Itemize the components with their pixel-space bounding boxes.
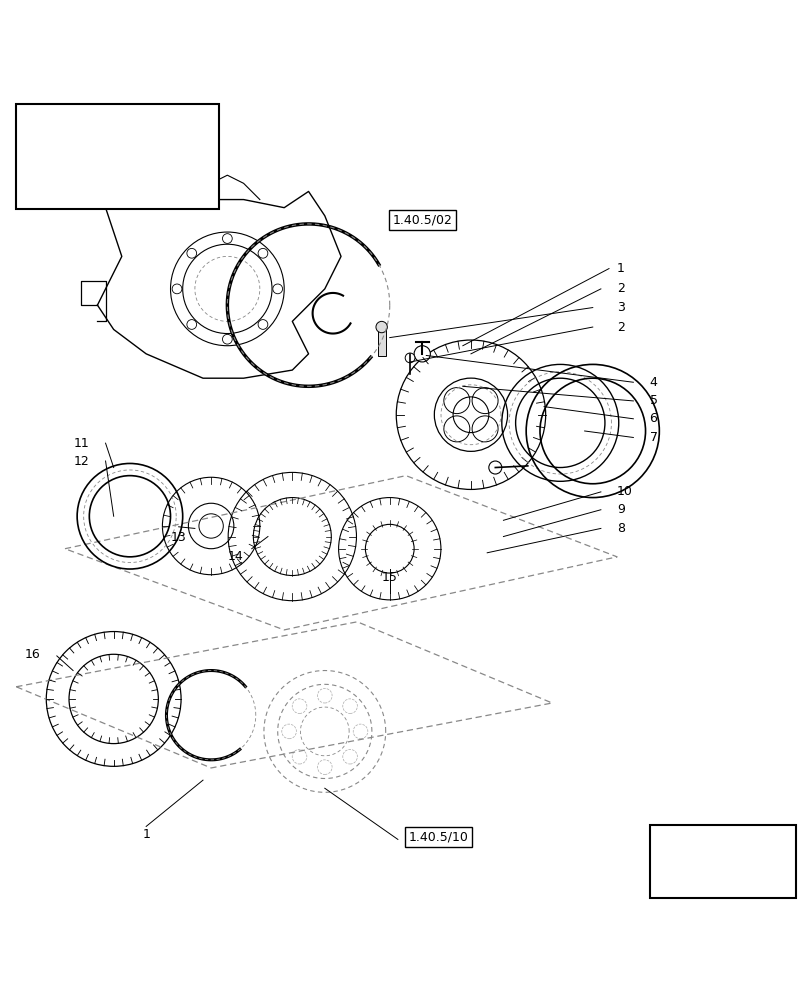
Circle shape — [405, 353, 414, 363]
Text: 2: 2 — [616, 321, 624, 334]
Text: 5: 5 — [649, 394, 657, 407]
Text: 13: 13 — [170, 531, 187, 544]
Circle shape — [258, 320, 268, 329]
Text: 7: 7 — [649, 431, 657, 444]
Text: 1: 1 — [616, 262, 624, 275]
Circle shape — [187, 248, 196, 258]
Text: 11: 11 — [74, 437, 89, 450]
Bar — [649, 825, 795, 898]
Text: 15: 15 — [381, 571, 397, 584]
Text: 1.40.5/02: 1.40.5/02 — [392, 213, 452, 226]
Circle shape — [187, 320, 196, 329]
Text: 6: 6 — [649, 412, 657, 425]
Text: 1.40.5/10: 1.40.5/10 — [408, 830, 468, 843]
Bar — [16, 104, 219, 209]
Circle shape — [375, 321, 387, 333]
Text: 9: 9 — [616, 503, 624, 516]
Circle shape — [222, 234, 232, 243]
Polygon shape — [730, 845, 779, 861]
Circle shape — [172, 284, 182, 294]
Text: 14: 14 — [227, 550, 243, 563]
Circle shape — [258, 248, 268, 258]
Text: 16: 16 — [25, 648, 41, 661]
Circle shape — [488, 461, 501, 474]
Bar — [377, 327, 385, 356]
Circle shape — [272, 284, 282, 294]
Text: 10: 10 — [616, 485, 633, 498]
Text: 1: 1 — [142, 828, 150, 841]
Circle shape — [414, 346, 430, 362]
Circle shape — [222, 334, 232, 344]
Text: 8: 8 — [616, 522, 624, 535]
Text: 3: 3 — [616, 301, 624, 314]
Polygon shape — [665, 845, 787, 886]
Text: 2: 2 — [616, 282, 624, 295]
Text: 12: 12 — [74, 455, 89, 468]
Text: 4: 4 — [649, 376, 657, 389]
